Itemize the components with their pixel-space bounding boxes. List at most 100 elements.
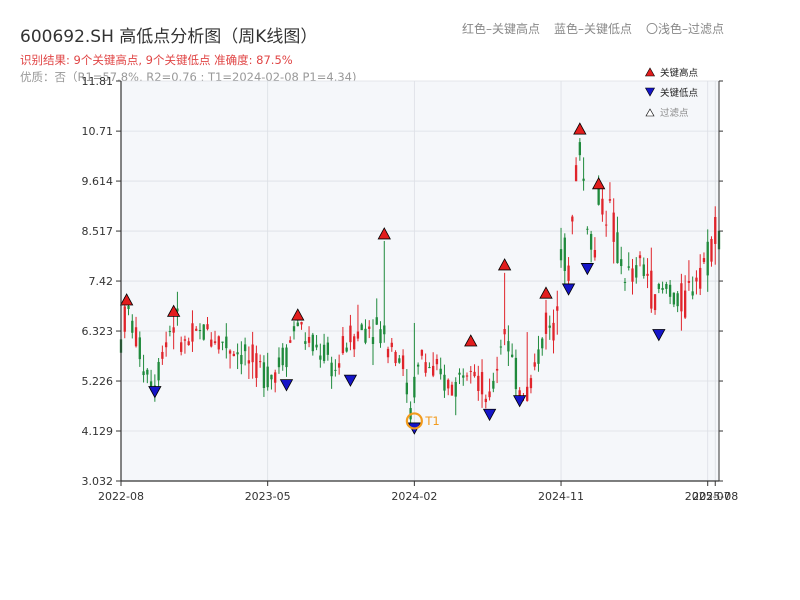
key-low-marker xyxy=(343,374,358,387)
candle-body xyxy=(612,212,615,242)
candle-body xyxy=(661,287,664,290)
candle-body xyxy=(620,259,623,267)
legend-low-label: 关键低点 xyxy=(660,87,699,99)
candle-body xyxy=(266,366,269,388)
candle-body xyxy=(221,341,224,343)
candle-body xyxy=(123,306,126,332)
candle-body xyxy=(255,353,258,378)
legend-filtered-text: 〇浅色–过滤点 xyxy=(646,22,725,36)
candle-body xyxy=(176,308,179,312)
candle-body xyxy=(518,390,521,396)
candle-body xyxy=(337,363,341,368)
key-high-marker xyxy=(497,258,512,271)
candle-body xyxy=(326,342,330,355)
legend-filtered-label: 过滤点 xyxy=(660,107,689,119)
candle-body xyxy=(443,374,446,391)
candle-body xyxy=(691,291,694,296)
candle-body xyxy=(653,294,657,311)
candle-body xyxy=(665,284,668,289)
candle-body xyxy=(274,372,277,383)
candle-body xyxy=(304,341,307,344)
candle-body xyxy=(172,327,175,333)
candle-body xyxy=(371,337,375,344)
x-tick-label: 2024-11 xyxy=(538,490,584,503)
candle-body xyxy=(683,290,687,318)
candle-body xyxy=(360,324,363,331)
candle-body xyxy=(469,370,472,372)
y-tick-label: 9.614 xyxy=(82,175,114,188)
y-tick-label: 6.323 xyxy=(82,325,114,338)
candle-body xyxy=(559,249,563,261)
candle-body xyxy=(631,268,634,282)
candle-body xyxy=(379,329,382,344)
candle-body xyxy=(484,398,487,403)
candle-body xyxy=(183,339,187,341)
candle-body xyxy=(277,357,281,368)
pivot-markers: T1 xyxy=(119,122,666,435)
candle-body xyxy=(514,357,518,390)
candle-body xyxy=(638,255,642,259)
quality-status: 优质：否（R1=57.8%, R2=0.76 ; T1=2024-02-08 P… xyxy=(20,70,357,84)
candle-body xyxy=(157,361,160,381)
key-low-marker xyxy=(561,283,576,296)
candle-body xyxy=(149,381,153,389)
candle-body xyxy=(191,323,194,342)
x-tick-label: 2022-08 xyxy=(98,490,144,503)
candle-body xyxy=(213,341,217,344)
y-tick-label: 4.129 xyxy=(82,425,114,438)
key-high-marker xyxy=(591,176,606,190)
candle-body xyxy=(574,165,578,182)
candle-body xyxy=(375,317,378,325)
axes: 3.032 4.129 5.226 6.323 7.42 8.517 9.614 10.71 1… xyxy=(82,75,739,503)
candle-body xyxy=(416,364,420,367)
candle-body xyxy=(134,327,138,347)
y-tick-label: 5.226 xyxy=(82,375,114,388)
candle-body xyxy=(262,362,266,388)
candle-body xyxy=(168,331,172,333)
candle-body xyxy=(210,339,213,347)
candle-body xyxy=(289,340,292,343)
candle-body xyxy=(597,184,600,205)
candle-body xyxy=(243,344,247,352)
candle-body xyxy=(232,353,235,357)
t1-ring xyxy=(405,412,423,430)
candle-body xyxy=(492,380,495,389)
candle-body xyxy=(706,241,709,276)
candle-body xyxy=(447,379,450,389)
candle-body xyxy=(582,178,585,181)
candle-body xyxy=(529,378,533,389)
candle-body xyxy=(251,344,254,363)
candle-body xyxy=(334,369,337,371)
legend-low-icon xyxy=(644,87,656,97)
candle-body xyxy=(349,325,352,343)
candle-body xyxy=(586,228,589,230)
candle-body xyxy=(541,338,544,349)
key-high-marker xyxy=(166,304,181,317)
candle-body xyxy=(635,265,638,278)
candle-body xyxy=(695,277,698,282)
y-tick-label: 11.81 xyxy=(82,75,114,88)
candle-body xyxy=(307,336,311,343)
candle-body xyxy=(364,328,367,343)
key-high-marker xyxy=(377,227,391,240)
candle-body xyxy=(236,352,239,355)
candle-body xyxy=(533,362,536,367)
candle-body xyxy=(563,237,566,271)
candle-body xyxy=(413,376,416,398)
candle-body xyxy=(477,375,480,391)
y-tick-label: 3.032 xyxy=(82,475,114,488)
candle-body xyxy=(601,198,604,215)
candle-body xyxy=(228,350,232,354)
candle-body xyxy=(495,368,499,371)
legend-red-text: 红色–关键高点 xyxy=(462,22,541,36)
candle-body xyxy=(616,232,619,264)
candle-body xyxy=(552,322,555,341)
candle-body xyxy=(164,342,168,348)
candle-body xyxy=(578,142,582,156)
candle-body xyxy=(146,369,149,375)
candle-body xyxy=(161,351,164,359)
candle-body xyxy=(198,330,202,332)
candle-body xyxy=(390,342,393,348)
candle-body xyxy=(465,375,469,377)
